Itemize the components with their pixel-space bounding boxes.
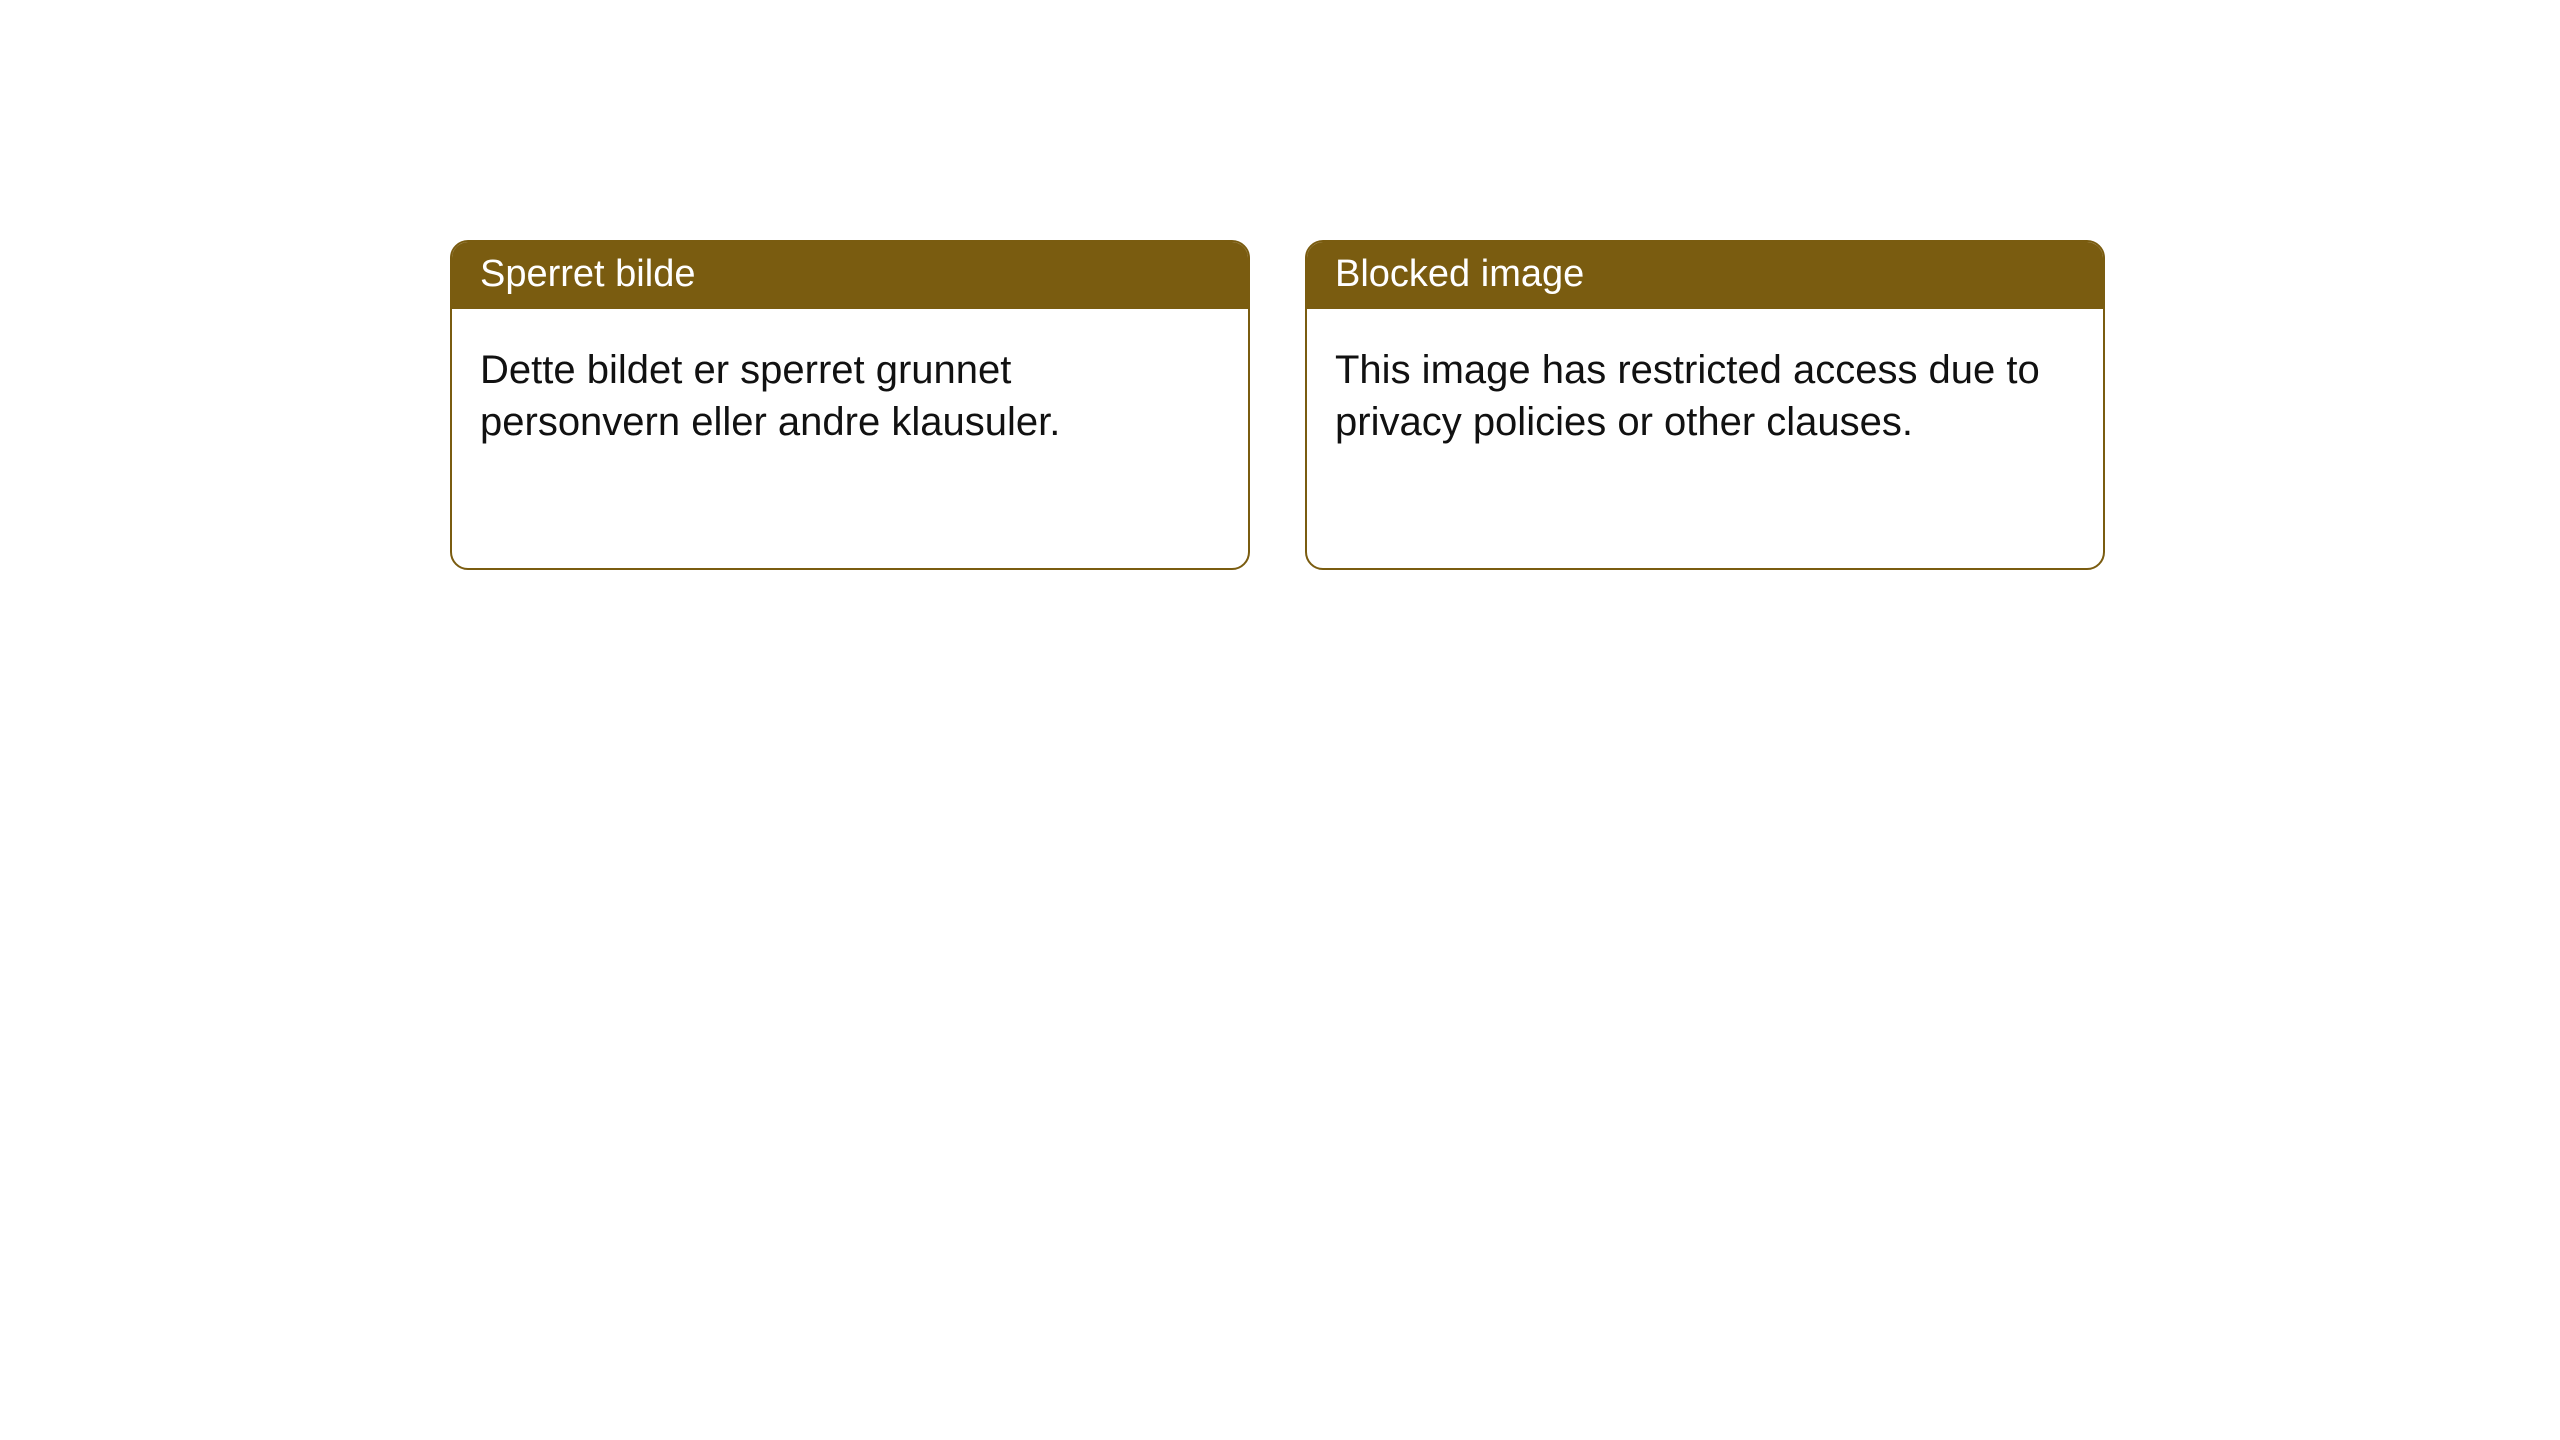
notice-title-norwegian: Sperret bilde — [452, 242, 1248, 309]
notice-card-english: Blocked image This image has restricted … — [1305, 240, 2105, 570]
notice-card-norwegian: Sperret bilde Dette bildet er sperret gr… — [450, 240, 1250, 570]
notice-title-english: Blocked image — [1307, 242, 2103, 309]
notice-body-english: This image has restricted access due to … — [1307, 309, 2103, 476]
notice-container: Sperret bilde Dette bildet er sperret gr… — [0, 0, 2560, 570]
notice-body-norwegian: Dette bildet er sperret grunnet personve… — [452, 309, 1248, 476]
